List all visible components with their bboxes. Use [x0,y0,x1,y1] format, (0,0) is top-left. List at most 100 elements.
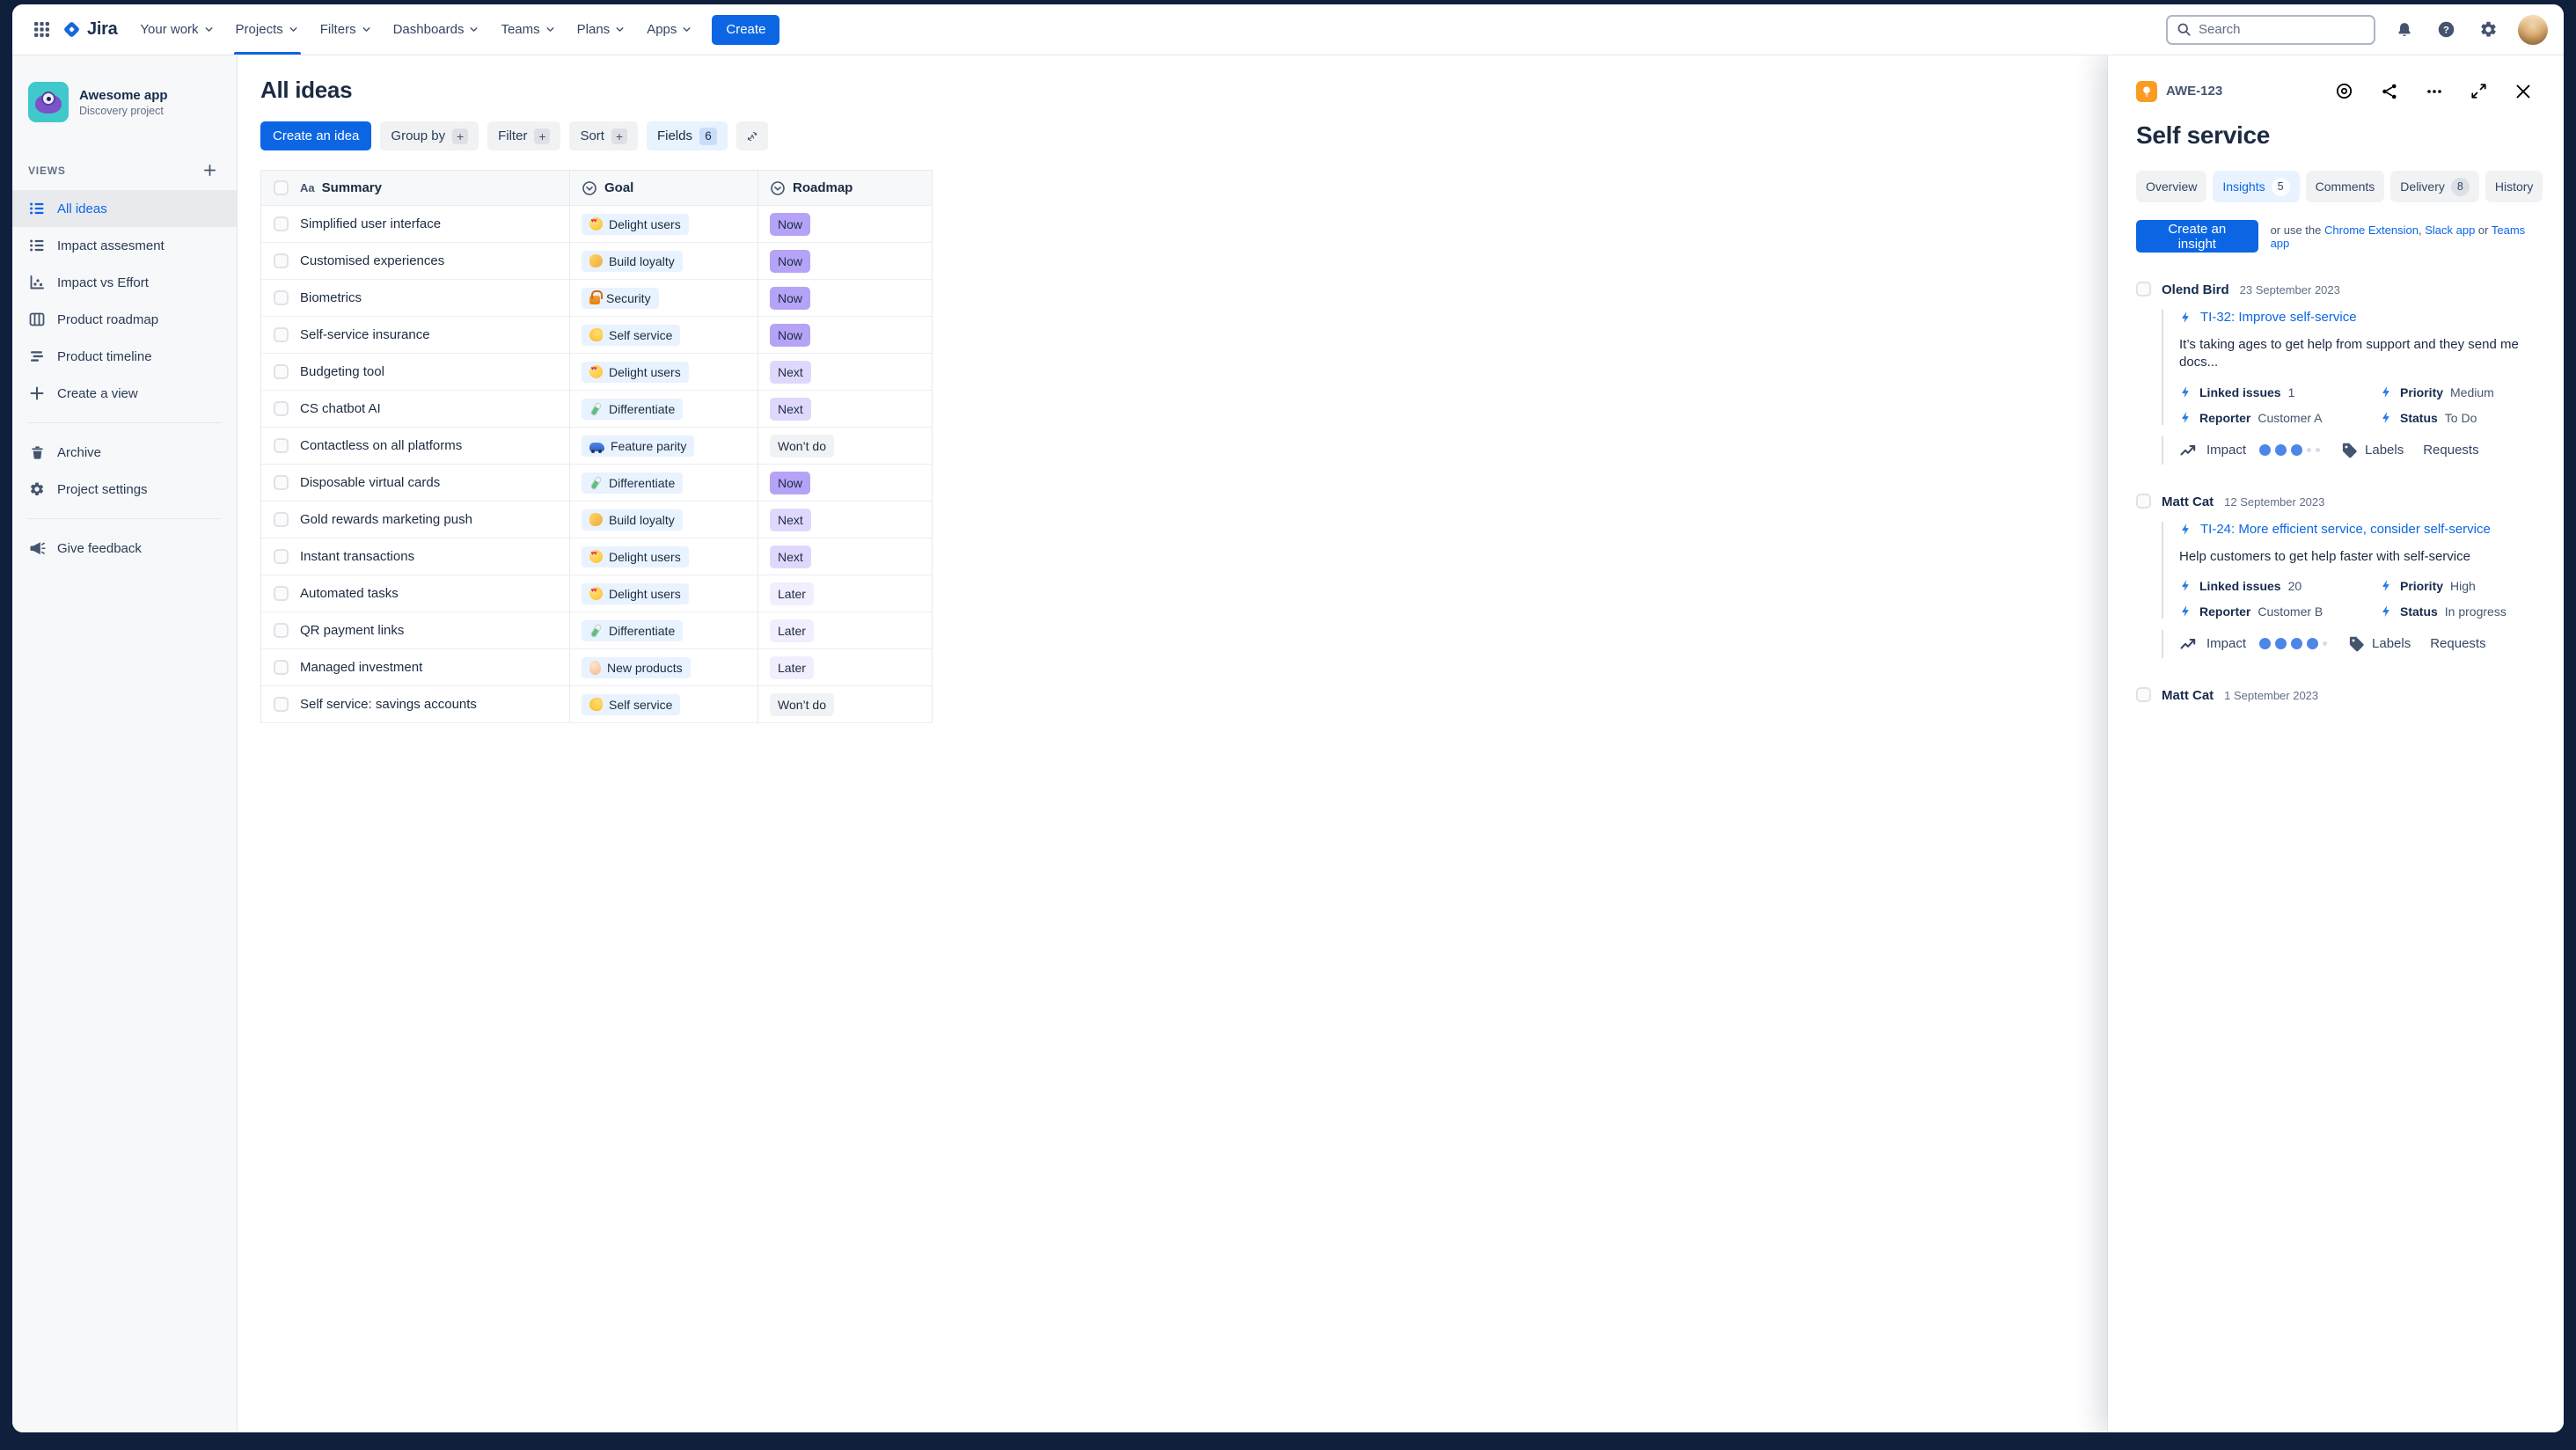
project-header[interactable]: Awesome app Discovery project [12,82,237,122]
roadmap-chip[interactable]: Next [770,545,811,568]
field-linked-issues[interactable]: Linked issues 1 [2179,385,2380,399]
roadmap-chip[interactable]: Now [770,212,811,236]
row-checkbox[interactable] [273,586,289,601]
column-header-summary[interactable]: Summary [321,180,382,195]
row-checkbox[interactable] [273,253,289,268]
roadmap-chip[interactable]: Next [770,397,811,421]
summary-cell[interactable]: Simplified user interface [300,216,569,232]
sidebar-item-archive[interactable]: Archive [12,434,237,471]
field-reporter[interactable]: Reporter Customer B [2179,604,2380,619]
field-priority[interactable]: Priority High [2380,579,2536,593]
nav-menu-apps[interactable]: Apps [636,4,703,55]
row-checkbox[interactable] [273,364,289,379]
user-avatar[interactable] [2518,14,2548,45]
summary-cell[interactable]: CS chatbot AI [300,401,569,417]
summary-cell[interactable]: Contactless on all platforms [300,438,569,454]
field-status[interactable]: Status To Do [2380,411,2536,425]
insight-checkbox[interactable] [2136,282,2151,297]
tab-comments[interactable]: Comments [2305,171,2385,202]
table-row[interactable]: Gold rewards marketing push Build loyalty… [261,502,932,538]
row-checkbox[interactable] [273,697,289,712]
column-header-roadmap[interactable]: Roadmap [793,180,853,195]
sidebar-item-create-a-view[interactable]: Create a view [12,375,237,412]
more-actions-icon[interactable] [2422,79,2447,104]
tab-insights[interactable]: Insights 5 [2213,171,2300,202]
goal-chip[interactable]: Differentiate [582,619,684,641]
create-idea-button[interactable]: Create an idea [260,121,372,150]
row-checkbox[interactable] [273,290,289,305]
help-icon[interactable]: ? [2433,17,2459,42]
teams-app-link[interactable]: Teams app [2270,223,2526,250]
summary-cell[interactable]: Gold rewards marketing push [300,512,569,528]
table-row[interactable]: Simplified user interface Delight users No… [261,206,932,243]
row-checkbox[interactable] [273,438,289,453]
group-by-button[interactable]: Group by + [380,121,479,150]
expand-icon[interactable] [2467,79,2491,103]
linked-issue-link[interactable]: TI-24: More efficient service, consider … [2179,522,2536,537]
sidebar-item-impact-assesment[interactable]: Impact assesment [12,227,237,264]
sidebar-item-all-ideas[interactable]: All ideas [12,190,237,227]
field-reporter[interactable]: Reporter Customer A [2179,411,2380,425]
slack-app-link[interactable]: Slack app [2425,223,2476,237]
table-row[interactable]: Instant transactions Delight users Next [261,538,932,575]
table-row[interactable]: Customised experiences Build loyalty Now [261,243,932,280]
labels-link[interactable]: Labels [2372,636,2411,652]
create-button[interactable]: Create [712,14,780,45]
tab-delivery[interactable]: Delivery 8 [2390,171,2479,202]
summary-cell[interactable]: Disposable virtual cards [300,475,569,491]
goal-chip[interactable]: New products [582,656,691,678]
select-all-checkbox[interactable] [273,180,289,195]
roadmap-chip[interactable]: Later [770,619,814,642]
add-view-icon[interactable] [199,159,221,181]
impact-dots[interactable] [2259,444,2321,456]
labels-link[interactable]: Labels [2365,443,2404,458]
goal-chip[interactable]: Differentiate [582,398,684,420]
requests-link[interactable]: Requests [2430,636,2486,652]
goal-chip[interactable]: Security [582,287,659,309]
row-checkbox[interactable] [273,512,289,527]
goal-chip[interactable]: Delight users [582,361,689,383]
tab-overview[interactable]: Overview [2136,171,2207,202]
summary-cell[interactable]: Biometrics [300,290,569,306]
field-status[interactable]: Status In progress [2380,604,2536,619]
row-checkbox[interactable] [273,549,289,564]
table-row[interactable]: QR payment links Differentiate Later [261,612,932,649]
search-input[interactable] [2199,22,2374,37]
views-icon[interactable] [2331,78,2357,104]
row-checkbox[interactable] [273,327,289,342]
row-checkbox[interactable] [273,475,289,490]
roadmap-chip[interactable]: Won’t do [770,434,834,458]
table-row[interactable]: Disposable virtual cards Differentiate Now [261,465,932,502]
table-row[interactable]: Budgeting tool Delight users Next [261,354,932,391]
table-row[interactable]: Self service: savings accounts Self servi… [261,686,932,723]
nav-menu-dashboards[interactable]: Dashboards [383,4,491,55]
row-checkbox[interactable] [273,401,289,416]
roadmap-chip[interactable]: Now [770,471,811,494]
summary-cell[interactable]: Managed investment [300,660,569,676]
summary-cell[interactable]: Self service: savings accounts [300,697,569,713]
roadmap-chip[interactable]: Won’t do [770,692,834,716]
nav-menu-your-work[interactable]: Your work [129,4,224,55]
share-icon[interactable] [2377,79,2402,104]
create-insight-button[interactable]: Create an insight [2136,220,2258,253]
nav-menu-teams[interactable]: Teams [490,4,566,55]
insight-checkbox[interactable] [2136,493,2151,509]
table-row[interactable]: CS chatbot AI Differentiate Next [261,391,932,428]
goal-chip[interactable]: Feature parity [582,435,695,457]
summary-cell[interactable]: QR payment links [300,623,569,639]
table-row[interactable]: Self-service insurance Self service Now [261,317,932,354]
roadmap-chip[interactable]: Later [770,655,814,679]
app-switcher-icon[interactable] [30,18,54,41]
requests-link[interactable]: Requests [2423,443,2479,458]
jira-logo[interactable]: Jira [62,19,118,40]
sidebar-item-project-settings[interactable]: Project settings [12,471,237,508]
row-checkbox[interactable] [273,660,289,675]
goal-chip[interactable]: Self service [582,693,681,715]
roadmap-chip[interactable]: Later [770,582,814,605]
field-linked-issues[interactable]: Linked issues 20 [2179,579,2380,593]
column-header-goal[interactable]: Goal [604,180,634,195]
row-checkbox[interactable] [273,216,289,231]
insight-checkbox[interactable] [2136,686,2151,702]
impact-dots[interactable] [2259,638,2328,650]
roadmap-chip[interactable]: Next [770,360,811,384]
